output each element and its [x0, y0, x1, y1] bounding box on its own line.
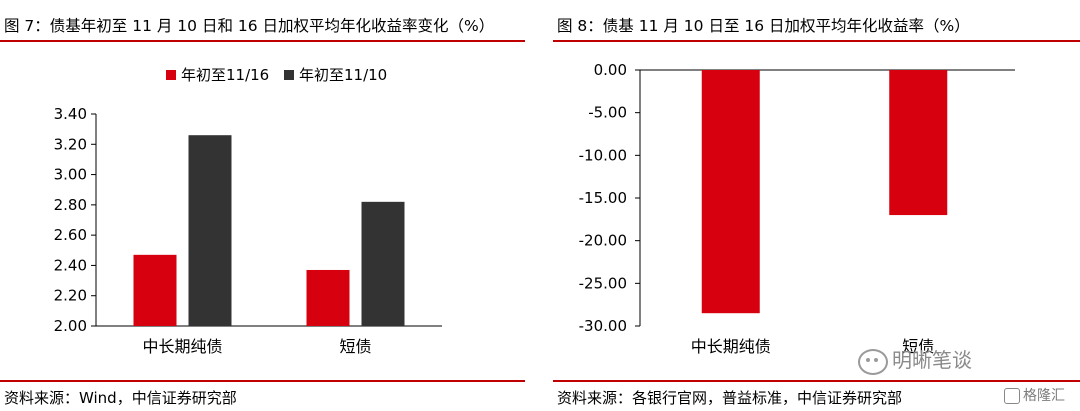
y-tick-label: -10.00 [579, 146, 627, 164]
logo-text: 格隆汇 [1023, 388, 1065, 404]
y-tick-label: 3.40 [54, 105, 87, 123]
x-tick-label: 短债 [902, 337, 934, 356]
left-chart-source: 资料来源：Wind，中信证券研究部 [4, 389, 237, 407]
right-chart-panel: 图 8：债基 11 月 10 日至 16 日加权平均年化收益率（%） 0.00 -… [553, 0, 1080, 411]
y-tick-label: -25.00 [579, 274, 627, 292]
gelonghui-logo: 格隆汇 [1004, 385, 1065, 405]
right-bar-chart: 0.00 -5.00 -10.00 -15.00 -20.00 -25.00 -30.00 中… [579, 61, 1015, 356]
wechat-icon [858, 348, 888, 375]
legend-label-1: 年初至11/10 [299, 66, 387, 84]
left-chart-panel: 图 7：债基年初至 11 月 10 日和 16 日加权平均年化收益率变化（%） … [0, 0, 525, 411]
left-bar-chart: 2.00 2.20 2.40 2.60 2.80 3.00 3.20 3.40 中长期纯债 短债 年… [54, 66, 442, 356]
y-tick-label: -5.00 [588, 104, 627, 122]
watermark-text: 明晰笔谈 [892, 348, 972, 372]
left-source-rule [0, 380, 525, 382]
x-tick-label: 中长期纯债 [691, 337, 771, 356]
bar-ytd-1116-0 [133, 254, 177, 326]
gelonghui-logo-icon [1004, 388, 1020, 404]
bar-0 [701, 70, 760, 314]
y-tick-label: 3.20 [54, 135, 87, 153]
y-tick-label: 2.80 [54, 196, 87, 214]
x-tick-label: 中长期纯债 [142, 337, 222, 356]
x-tick-label: 短债 [339, 337, 371, 356]
y-tick-label: -15.00 [579, 189, 627, 207]
y-tick-label: 0.00 [594, 61, 627, 79]
bar-1 [889, 70, 948, 216]
left-title-rule [0, 40, 525, 42]
y-tick-label: 3.00 [54, 166, 87, 184]
y-tick-label: -30.00 [579, 317, 627, 335]
y-tick-label: 2.00 [54, 317, 87, 335]
y-tick-label: 2.60 [54, 226, 87, 244]
right-chart-source: 资料来源：各银行官网，普益标准，中信证券研究部 [557, 389, 903, 407]
y-tick-label: 2.20 [54, 287, 87, 305]
bar-ytd-1110-0 [188, 135, 232, 326]
watermark: 明晰笔谈 [858, 344, 972, 375]
y-tick-label: 2.40 [54, 256, 87, 274]
bar-ytd-1110-1 [361, 201, 405, 326]
legend-label-0: 年初至11/16 [181, 66, 269, 84]
right-title-rule [553, 40, 1080, 42]
legend-swatch-1 [284, 70, 294, 80]
left-chart-title: 图 7：债基年初至 11 月 10 日和 16 日加权平均年化收益率变化（%） [4, 17, 495, 35]
right-chart-title: 图 8：债基 11 月 10 日至 16 日加权平均年化收益率（%） [557, 17, 970, 35]
legend-swatch-0 [166, 70, 176, 80]
bar-ytd-1116-1 [306, 269, 350, 326]
right-source-rule [553, 380, 1080, 382]
y-tick-label: -20.00 [579, 232, 627, 250]
